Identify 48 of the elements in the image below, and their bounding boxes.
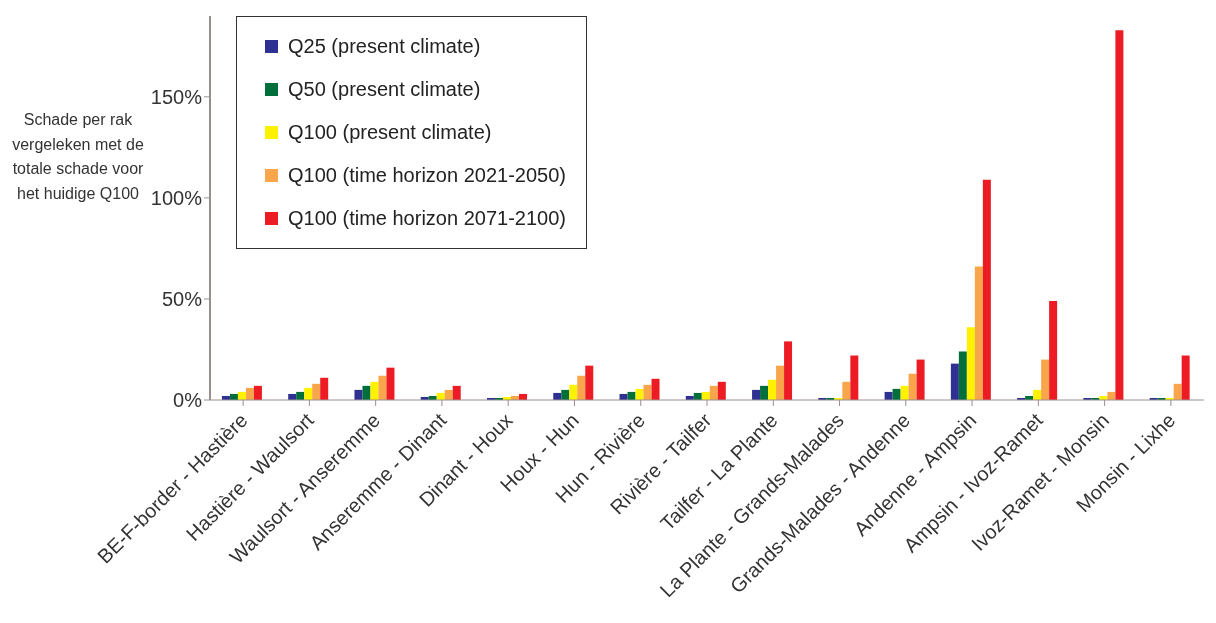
bar <box>966 327 975 400</box>
bar <box>1049 300 1058 400</box>
bar <box>378 375 387 400</box>
bar <box>643 384 652 400</box>
y-tick-label: 50% <box>161 288 203 311</box>
y-tick-label: 0% <box>173 389 203 412</box>
bar <box>635 388 644 400</box>
bar <box>1115 30 1124 400</box>
legend-label: Q25 (present climate) <box>288 35 481 58</box>
bar <box>569 384 578 400</box>
bar <box>320 377 329 400</box>
bar <box>982 179 991 400</box>
bar <box>974 266 983 400</box>
bar <box>908 373 917 400</box>
bar <box>1041 359 1050 400</box>
legend-label: Q100 (present climate) <box>288 121 492 144</box>
bar <box>386 367 395 400</box>
bar <box>717 381 726 400</box>
bar <box>900 385 909 400</box>
y-tick-label: 150% <box>150 85 203 108</box>
bar <box>651 378 660 400</box>
bar <box>916 359 925 400</box>
y-tick-label: 100% <box>150 186 203 209</box>
bar <box>950 363 959 400</box>
bar <box>958 351 967 400</box>
bar <box>784 341 793 400</box>
bar <box>892 388 901 400</box>
bar <box>1173 383 1182 400</box>
bar <box>760 385 769 400</box>
bar <box>245 387 254 400</box>
bar <box>1181 355 1190 400</box>
bar <box>362 385 371 400</box>
bar <box>768 379 777 400</box>
y-axis-title: Schade per rak vergeleken met de totale schade voor het huidige Q100 <box>11 110 145 204</box>
bar <box>452 385 461 400</box>
legend-label: Q100 (time horizon 2071-2100) <box>288 207 566 230</box>
bar <box>577 375 586 400</box>
bar <box>304 387 313 400</box>
bar <box>253 385 262 400</box>
bar <box>850 355 859 400</box>
bar <box>585 365 594 400</box>
bar <box>842 381 851 400</box>
bar <box>370 381 379 400</box>
legend-label: Q100 (time horizon 2021-2050) <box>288 164 566 187</box>
bar <box>776 365 785 400</box>
bar <box>709 385 718 400</box>
legend-label: Q50 (present climate) <box>288 78 481 101</box>
bar <box>312 383 321 400</box>
